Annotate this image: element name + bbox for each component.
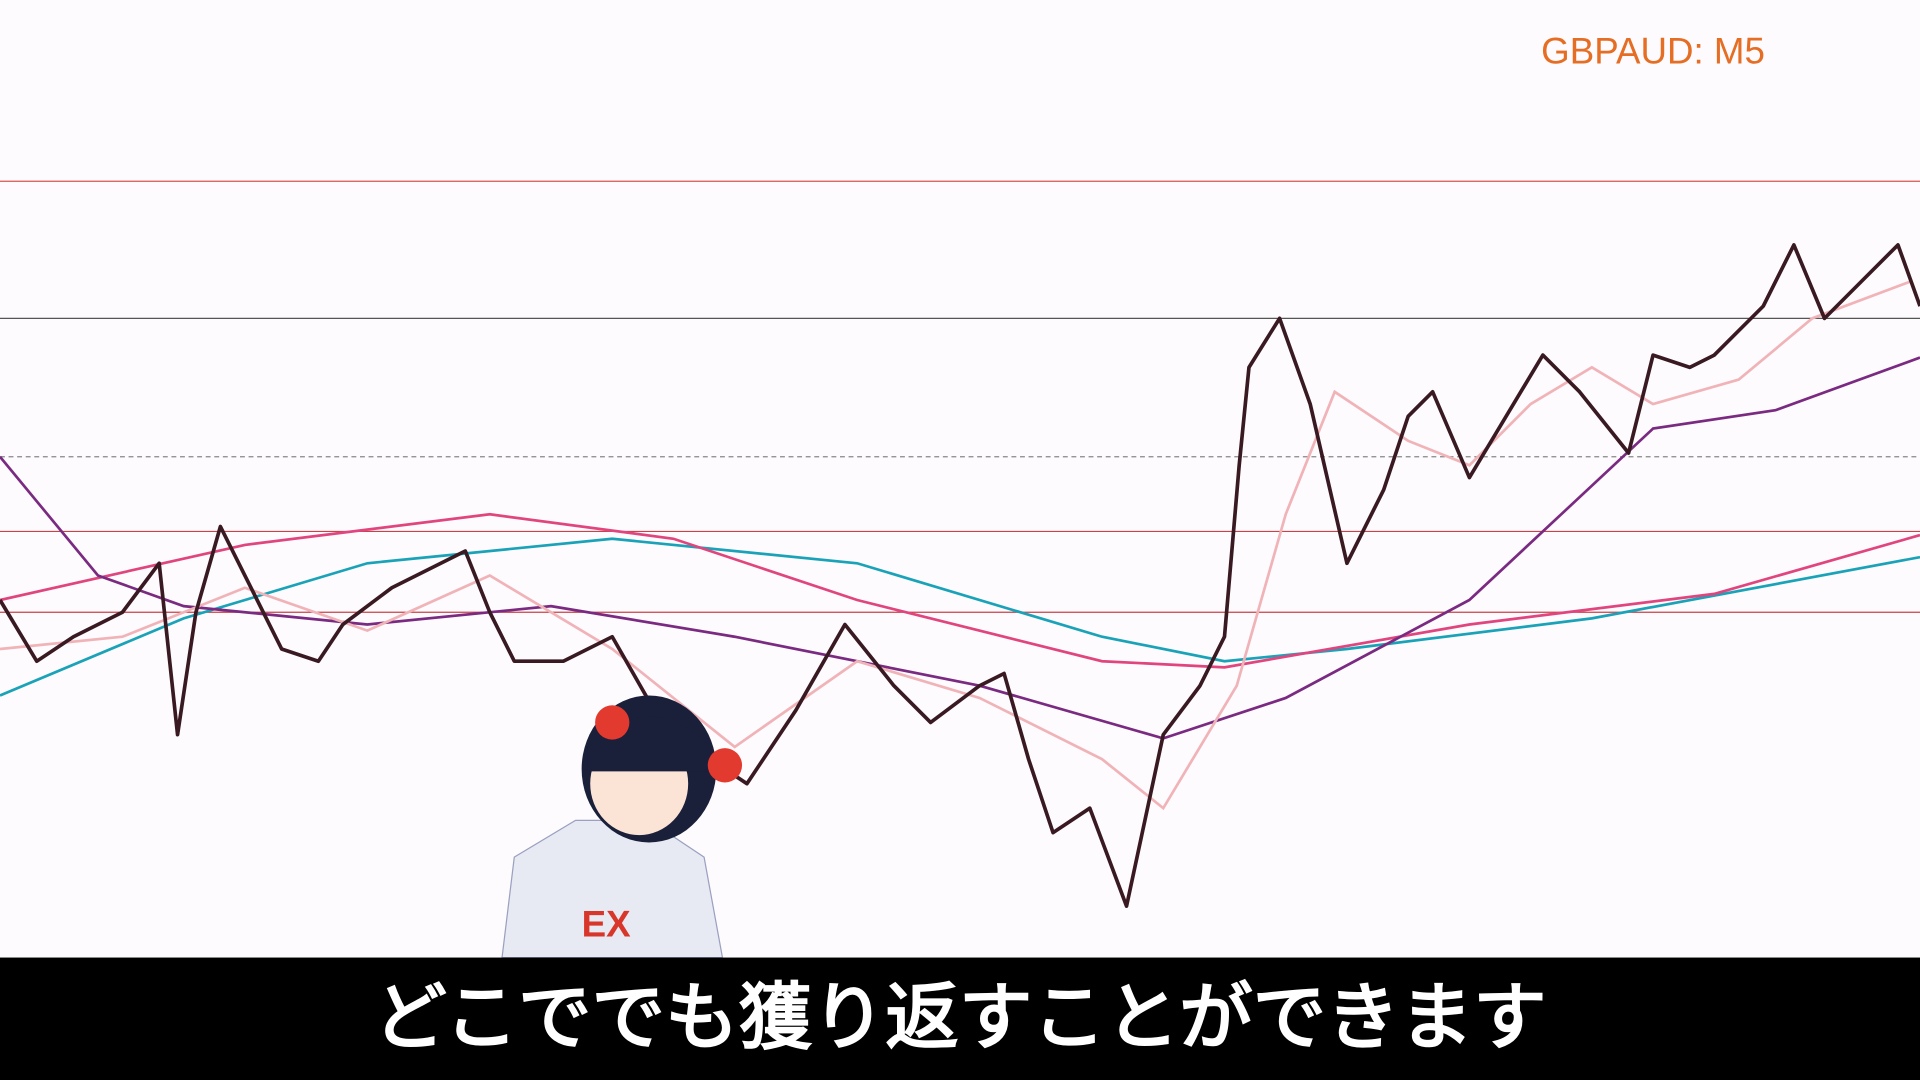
shirt-logo: EX: [582, 904, 631, 945]
moving-average: [0, 512, 1920, 669]
hair-ribbon: [595, 705, 630, 740]
subtitle-bar: [0, 957, 1920, 1080]
symbol-label: GBPAUD: M5: [1541, 31, 1765, 72]
hair-ribbon: [707, 748, 743, 783]
subtitle: どこででも獲り返すことができます: [373, 975, 1546, 1060]
character: EX: [501, 695, 743, 959]
price-line: [0, 243, 1920, 908]
moving-average: [0, 280, 1911, 811]
moving-average: [0, 537, 1920, 697]
